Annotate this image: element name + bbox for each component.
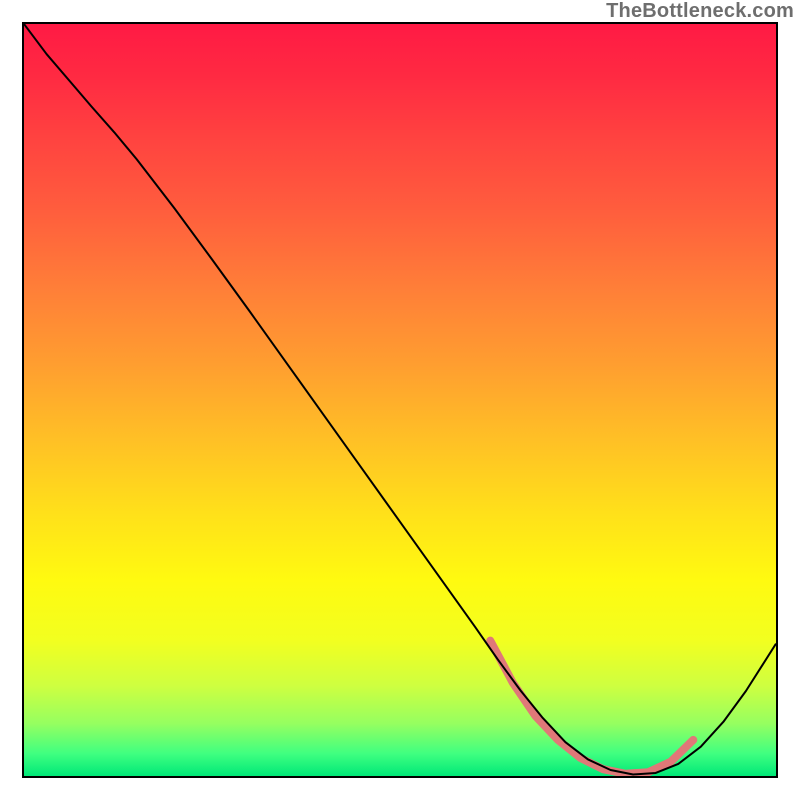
chart-background-gradient xyxy=(24,24,776,776)
chart-svg xyxy=(0,0,800,800)
watermark-label: TheBottleneck.com xyxy=(606,0,794,23)
chart-root: TheBottleneck.com xyxy=(0,0,800,800)
